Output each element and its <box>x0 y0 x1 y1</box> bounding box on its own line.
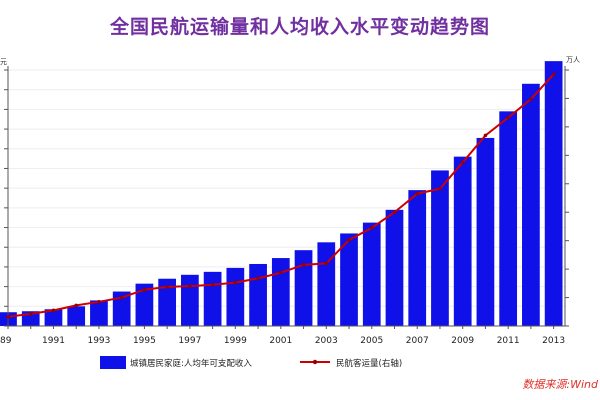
grid-lines <box>8 69 565 307</box>
bar <box>340 233 358 326</box>
x-tick-label: 2007 <box>406 336 429 346</box>
x-tick-label: 1993 <box>87 336 110 346</box>
bar <box>362 222 381 326</box>
line-point <box>551 72 556 77</box>
line-point <box>438 186 442 191</box>
line-point <box>392 210 397 215</box>
x-tick-label: 2009 <box>451 336 474 346</box>
line-point <box>256 276 260 281</box>
x-tick-label: 1991 <box>42 336 65 346</box>
line-point <box>415 191 420 196</box>
line-point <box>188 284 192 288</box>
line-point <box>460 160 465 165</box>
left-axis-unit: 元 <box>0 58 7 66</box>
bar <box>385 209 404 326</box>
bar <box>181 274 199 326</box>
legend-line-label: 民航客运量(右轴) <box>336 358 402 369</box>
right-axis-unit: 万人 <box>566 56 580 64</box>
x-tick-label: 2011 <box>497 336 520 346</box>
legend: 城镇居民家庭:人均年可支配收入 民航客运量(右轴) <box>100 356 402 369</box>
axis-ticks: 89 1991 1993 1995 1997 1999 2001 2003 2005 2007 20… <box>0 69 569 346</box>
bar <box>67 306 86 326</box>
x-tick-label: 1995 <box>133 336 156 346</box>
bar <box>431 170 449 326</box>
bar <box>544 61 563 326</box>
legend-line-marker <box>312 359 318 365</box>
line-point <box>233 280 238 285</box>
bar <box>476 137 495 326</box>
bar <box>90 300 108 326</box>
bar <box>453 156 472 326</box>
chart-title: 全国民航运输量和人均收入水平变动趋势图 <box>109 16 490 38</box>
legend-bar-label: 城镇居民家庭:人均年可支配收入 <box>130 358 252 369</box>
line-point <box>324 261 329 266</box>
bar <box>294 250 313 326</box>
line-point <box>51 308 56 313</box>
line-point <box>529 97 533 101</box>
line-point <box>279 270 283 275</box>
bar <box>226 267 245 326</box>
bar <box>317 242 336 326</box>
bar <box>271 258 290 326</box>
legend-bar-swatch <box>100 356 126 369</box>
bar <box>112 291 131 326</box>
line-point <box>74 303 78 308</box>
line-point <box>369 226 374 230</box>
line-point <box>506 115 510 120</box>
line-point <box>301 263 306 267</box>
x-tick-label: 1997 <box>178 336 201 346</box>
bar <box>135 283 154 326</box>
line-point <box>210 282 215 287</box>
line-series <box>6 72 556 319</box>
line-point <box>165 285 169 289</box>
x-tick-label: 2001 <box>269 336 292 346</box>
bar <box>499 111 518 326</box>
bar <box>203 271 222 326</box>
x-tick-label: 89 <box>0 336 12 346</box>
bar <box>522 83 540 326</box>
x-tick-label: 2005 <box>360 336 383 346</box>
line-point <box>97 300 101 304</box>
bar <box>408 190 427 326</box>
bar <box>158 278 177 326</box>
line-point <box>142 287 147 292</box>
line-point <box>6 314 10 319</box>
x-tick-label: 2003 <box>315 336 338 346</box>
bar-series <box>0 61 563 326</box>
bar <box>249 263 267 326</box>
line-point <box>28 312 33 316</box>
x-tick-label: 2013 <box>542 336 565 346</box>
bar <box>44 309 63 326</box>
line-point <box>483 133 488 138</box>
line-point <box>119 295 124 300</box>
x-tick-label: 1999 <box>224 336 247 346</box>
line-point <box>347 238 351 242</box>
data-source: 数据来源:Wind <box>522 378 598 391</box>
